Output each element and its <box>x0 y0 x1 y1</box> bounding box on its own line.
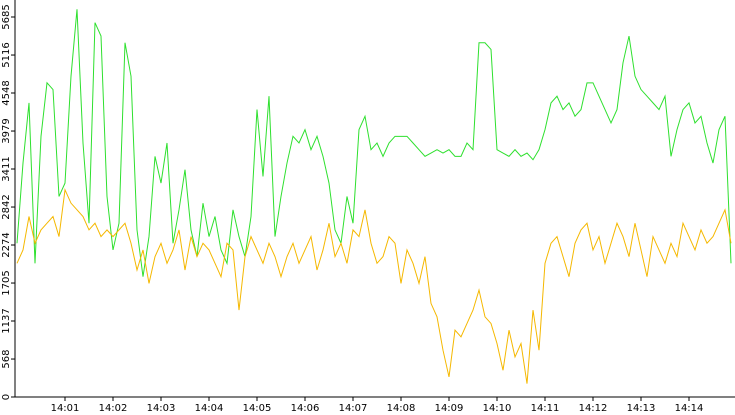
y-tick-label: 2274 <box>1 232 12 257</box>
y-tick-label: 1705 <box>1 270 12 295</box>
x-tick-label: 14:06 <box>291 403 320 414</box>
y-tick-label: 5116 <box>1 42 12 67</box>
y-tick-label: 1137 <box>1 308 12 333</box>
y-tick-label: 568 <box>1 349 12 368</box>
y-tick-label: 3979 <box>1 118 12 143</box>
x-tick-label: 14:07 <box>339 403 368 414</box>
x-tick-label: 14:04 <box>195 403 224 414</box>
x-tick-label: 14:08 <box>387 403 416 414</box>
y-tick-label: 0 <box>1 394 12 400</box>
y-tick-label: 3411 <box>1 156 12 181</box>
x-tick-label: 14:13 <box>627 403 656 414</box>
series-line <box>16 187 732 384</box>
x-tick-label: 14:03 <box>147 403 176 414</box>
y-tick-label: 4548 <box>1 80 12 105</box>
x-tick-label: 14:02 <box>99 403 128 414</box>
x-tick-label: 14:14 <box>675 403 704 414</box>
x-tick-label: 14:11 <box>531 403 560 414</box>
x-tick-label: 14:10 <box>483 403 512 414</box>
y-tick-label: 2842 <box>1 194 12 219</box>
series-line <box>16 9 732 277</box>
x-tick-label: 14:09 <box>435 403 464 414</box>
x-tick-label: 14:12 <box>579 403 608 414</box>
x-tick-label: 14:01 <box>51 403 80 414</box>
y-tick-label: 5685 <box>1 4 12 29</box>
x-tick-label: 14:05 <box>243 403 272 414</box>
